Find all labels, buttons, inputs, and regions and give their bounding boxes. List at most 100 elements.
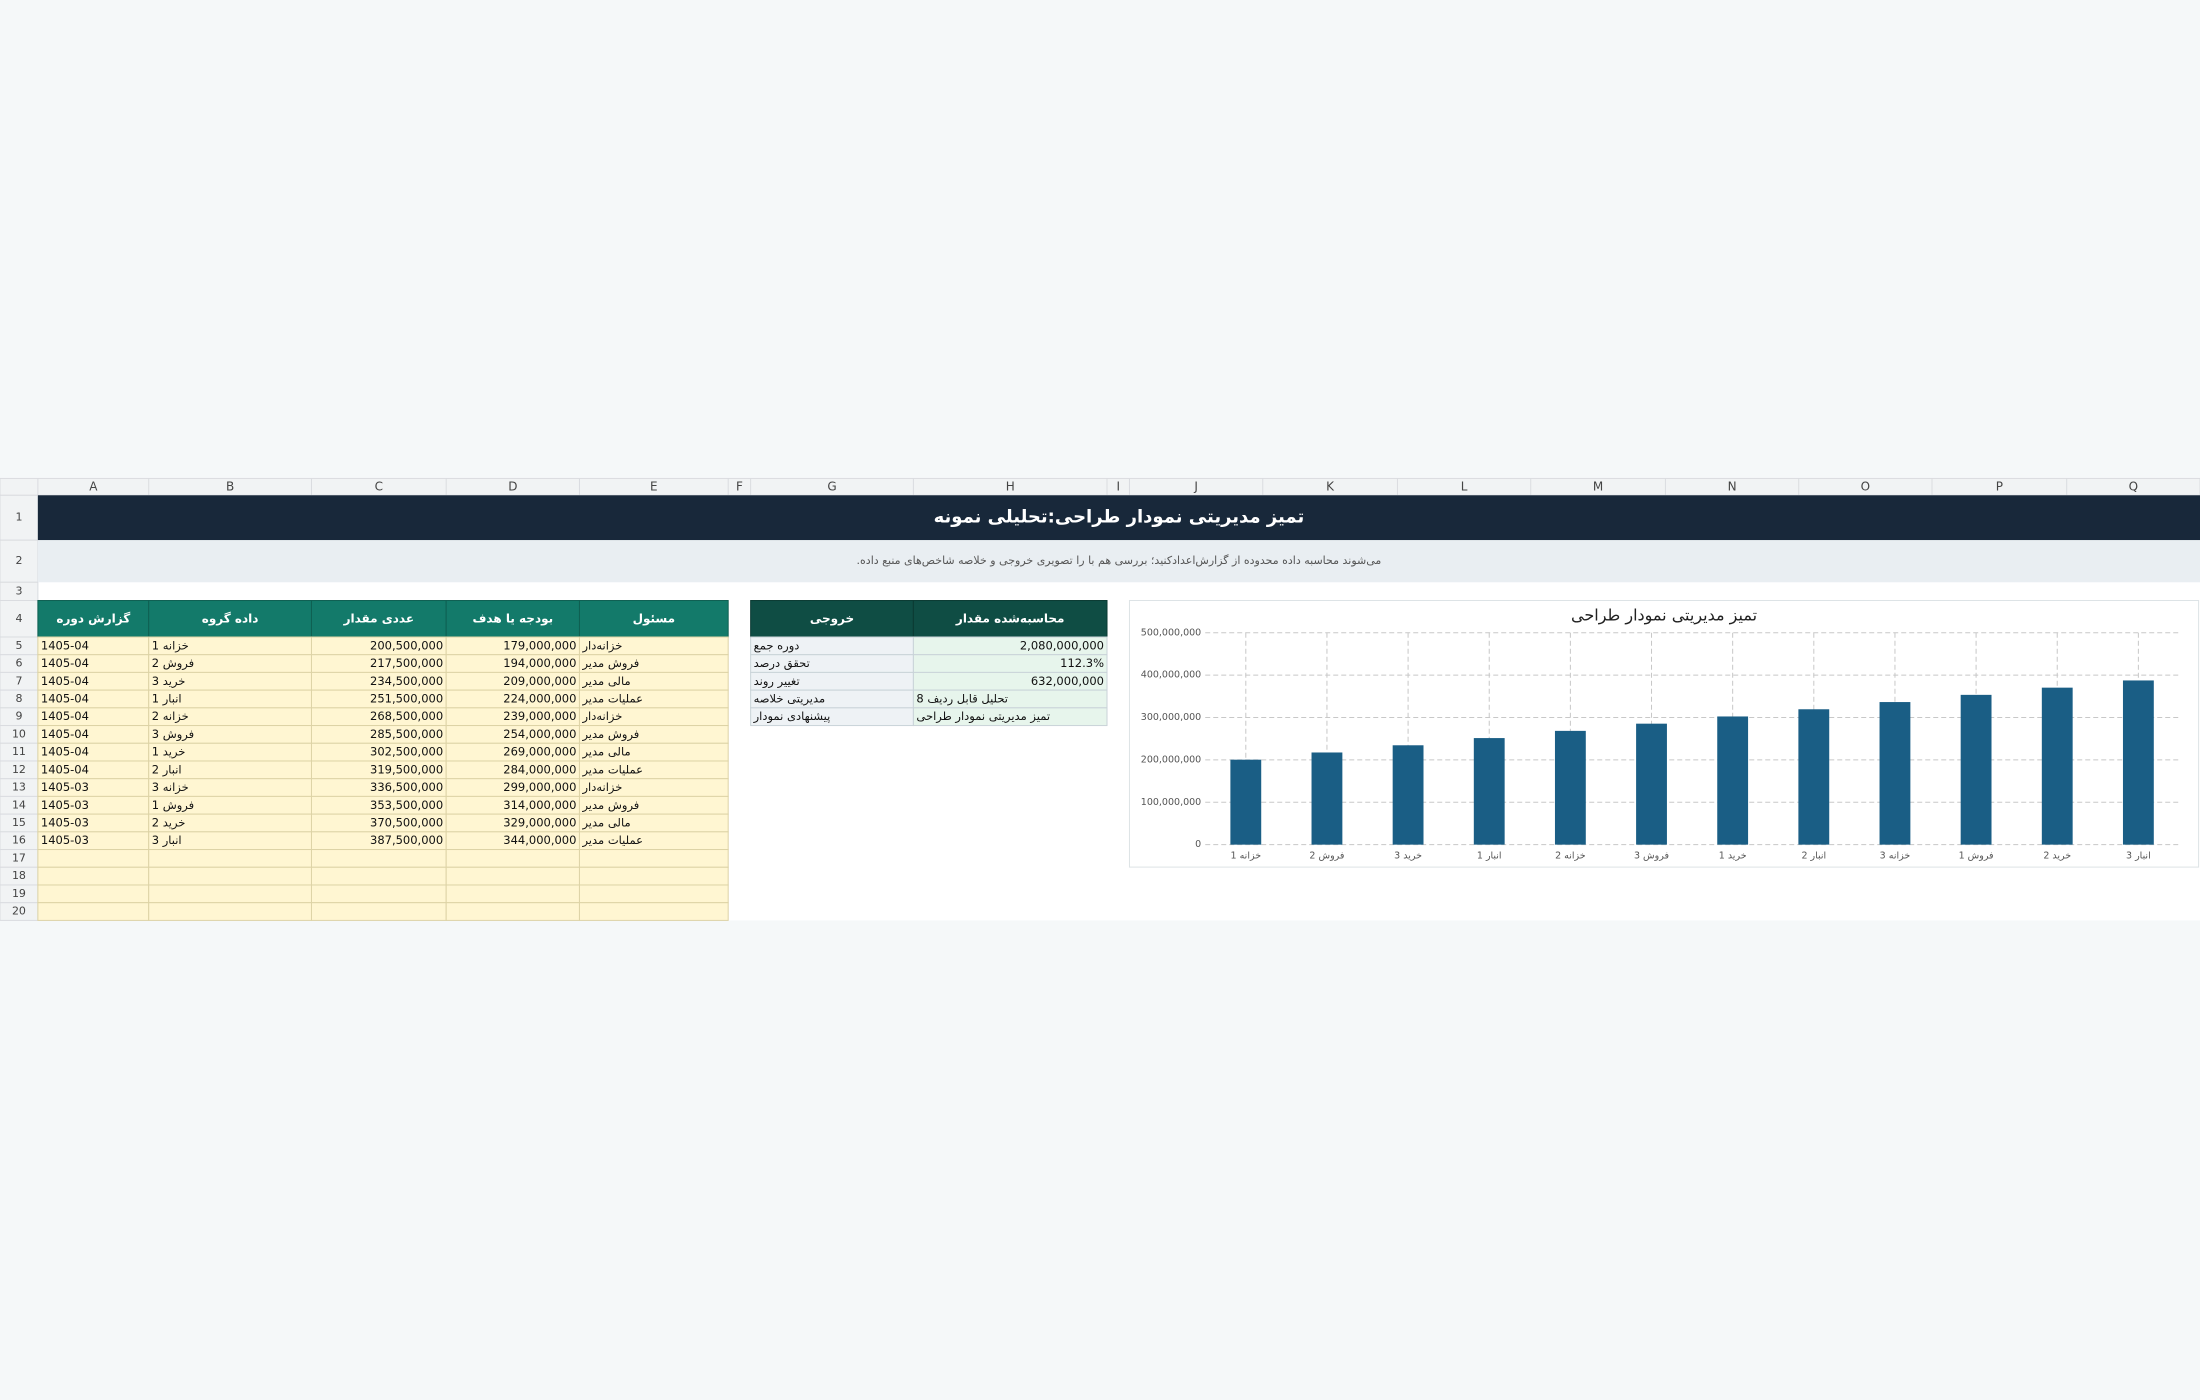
column-letter: D: [508, 479, 517, 493]
cell-text: 344,000,000: [503, 833, 576, 847]
column-letter: Q: [2129, 479, 2138, 493]
cell-text: مالی مدیر: [581, 815, 630, 830]
row-number: 11: [12, 745, 26, 758]
row-number: 13: [12, 781, 26, 794]
cell-text: 112.3%: [1060, 656, 1104, 670]
y-tick-label: 400,000,000: [1141, 670, 1201, 681]
bar: [1798, 709, 1830, 845]
cell-text: 319,500,000: [370, 762, 443, 776]
x-tick-label: خزانه 3: [1880, 850, 1911, 861]
cell-text: 1405-04: [41, 745, 89, 759]
cell-text: داده گروه: [202, 611, 259, 626]
row-number: 8: [15, 692, 22, 705]
row-number: 15: [12, 816, 26, 829]
cell-text: 2 خزانه: [152, 709, 189, 724]
chart-title: تمیز مدیریتی نمودار طراحی: [1571, 605, 1757, 625]
x-tick-label: خزانه 2: [1555, 850, 1586, 861]
row-number: 4: [15, 612, 22, 625]
summary-header-cell: [750, 600, 914, 638]
cell-text: 1405-04: [41, 656, 89, 670]
cell-text: 1 خرید: [152, 745, 186, 760]
cell-text: 336,500,000: [370, 780, 443, 794]
table-cell: [578, 902, 729, 921]
x-tick-label: انبار 2: [1801, 850, 1826, 861]
table-cell: [310, 866, 447, 886]
y-tick-label: 100,000,000: [1141, 797, 1201, 808]
x-tick-label: فروش 1: [1959, 850, 1994, 861]
column-letter: O: [1861, 479, 1870, 493]
cell-text: 1405-04: [41, 691, 89, 705]
cell-text: 1 خزانه: [152, 638, 189, 653]
cell-text: 1405-03: [41, 815, 89, 829]
cell-text: عملیات مدیر: [581, 833, 643, 848]
row-number: 9: [15, 710, 22, 723]
row-header: [0, 600, 39, 638]
column-letter: L: [1461, 479, 1468, 493]
row-number: 18: [12, 869, 26, 882]
cell-text: 299,000,000: [503, 780, 576, 794]
cell-text: 329,000,000: [503, 815, 576, 829]
row-number: 7: [15, 674, 22, 687]
cell-text: 194,000,000: [503, 656, 576, 670]
summary-header-cell: [912, 600, 1108, 638]
cell-text: 1 فروش: [152, 798, 194, 813]
cell-text: گزارش دوره: [56, 611, 130, 626]
cell-text: 234,500,000: [370, 674, 443, 688]
sheet-subtitle: .می‌شوند محاسبه داده محدوده از گزارش‌اعد…: [857, 554, 1382, 567]
column-letter: K: [1326, 479, 1335, 493]
bar: [1311, 752, 1343, 845]
cell-text: 302,500,000: [370, 745, 443, 759]
x-tick-label: خرید 3: [1394, 850, 1422, 861]
cell-text: 370,500,000: [370, 815, 443, 829]
table-header-cell: [310, 600, 447, 638]
row-number: 17: [12, 851, 26, 864]
cell-text: خزانه‌دار: [581, 709, 622, 724]
y-tick-label: 300,000,000: [1141, 712, 1201, 723]
x-tick-label: خزانه 1: [1231, 850, 1262, 861]
cell-text: تحقق درصد: [754, 656, 810, 671]
column-letter: P: [1996, 479, 2003, 493]
cell-text: 1405-03: [41, 798, 89, 812]
table-header-cell: [37, 600, 150, 638]
sheet-title: تمیز مدیریتی نمودار طراحی:تحلیلی نمونه: [934, 507, 1305, 528]
cell-text: تغییر روند: [754, 674, 800, 689]
title-band: [37, 495, 2200, 541]
cell-text: 2 انبار: [152, 762, 182, 777]
cell-text: 387,500,000: [370, 833, 443, 847]
summary-cell: [912, 707, 1108, 727]
column-letter: C: [375, 479, 383, 493]
table-cell: [37, 866, 150, 886]
column-letter: N: [1728, 479, 1737, 493]
x-tick-label: انبار 3: [2126, 850, 2151, 861]
table-cell: [37, 849, 150, 868]
cell-text: 1 انبار: [152, 691, 182, 706]
cell-text: 1405-04: [41, 638, 89, 652]
column-letter: I: [1116, 479, 1120, 493]
cell-text: 254,000,000: [503, 727, 576, 741]
cell-text: خروجی: [810, 611, 854, 626]
cell-text: 224,000,000: [503, 691, 576, 705]
cell-text: محاسبه‌شده مقدار: [955, 611, 1065, 625]
table-cell: [310, 884, 447, 904]
cell-text: 1405-04: [41, 674, 89, 688]
bar: [1636, 723, 1667, 845]
bar: [1717, 716, 1749, 845]
table-cell: [445, 902, 580, 921]
table-cell: [148, 866, 312, 886]
bar: [2041, 687, 2073, 845]
cell-text: پیشنهادی نمودار: [753, 709, 831, 724]
cell-text: 285,500,000: [370, 727, 443, 741]
cell-text: 1405-04: [41, 762, 89, 776]
bar: [2122, 680, 2154, 845]
cell-text: 3 انبار: [152, 833, 182, 848]
y-tick-label: 0: [1195, 839, 1201, 850]
cell-text: فروش مدیر: [581, 656, 639, 671]
table-cell: [148, 849, 312, 868]
row-number: 19: [12, 887, 26, 900]
bar: [1960, 694, 1992, 845]
column-letter: H: [1006, 479, 1015, 493]
column-letter: J: [1193, 479, 1198, 493]
column-letter: F: [736, 479, 743, 493]
cell-text: 217,500,000: [370, 656, 443, 670]
